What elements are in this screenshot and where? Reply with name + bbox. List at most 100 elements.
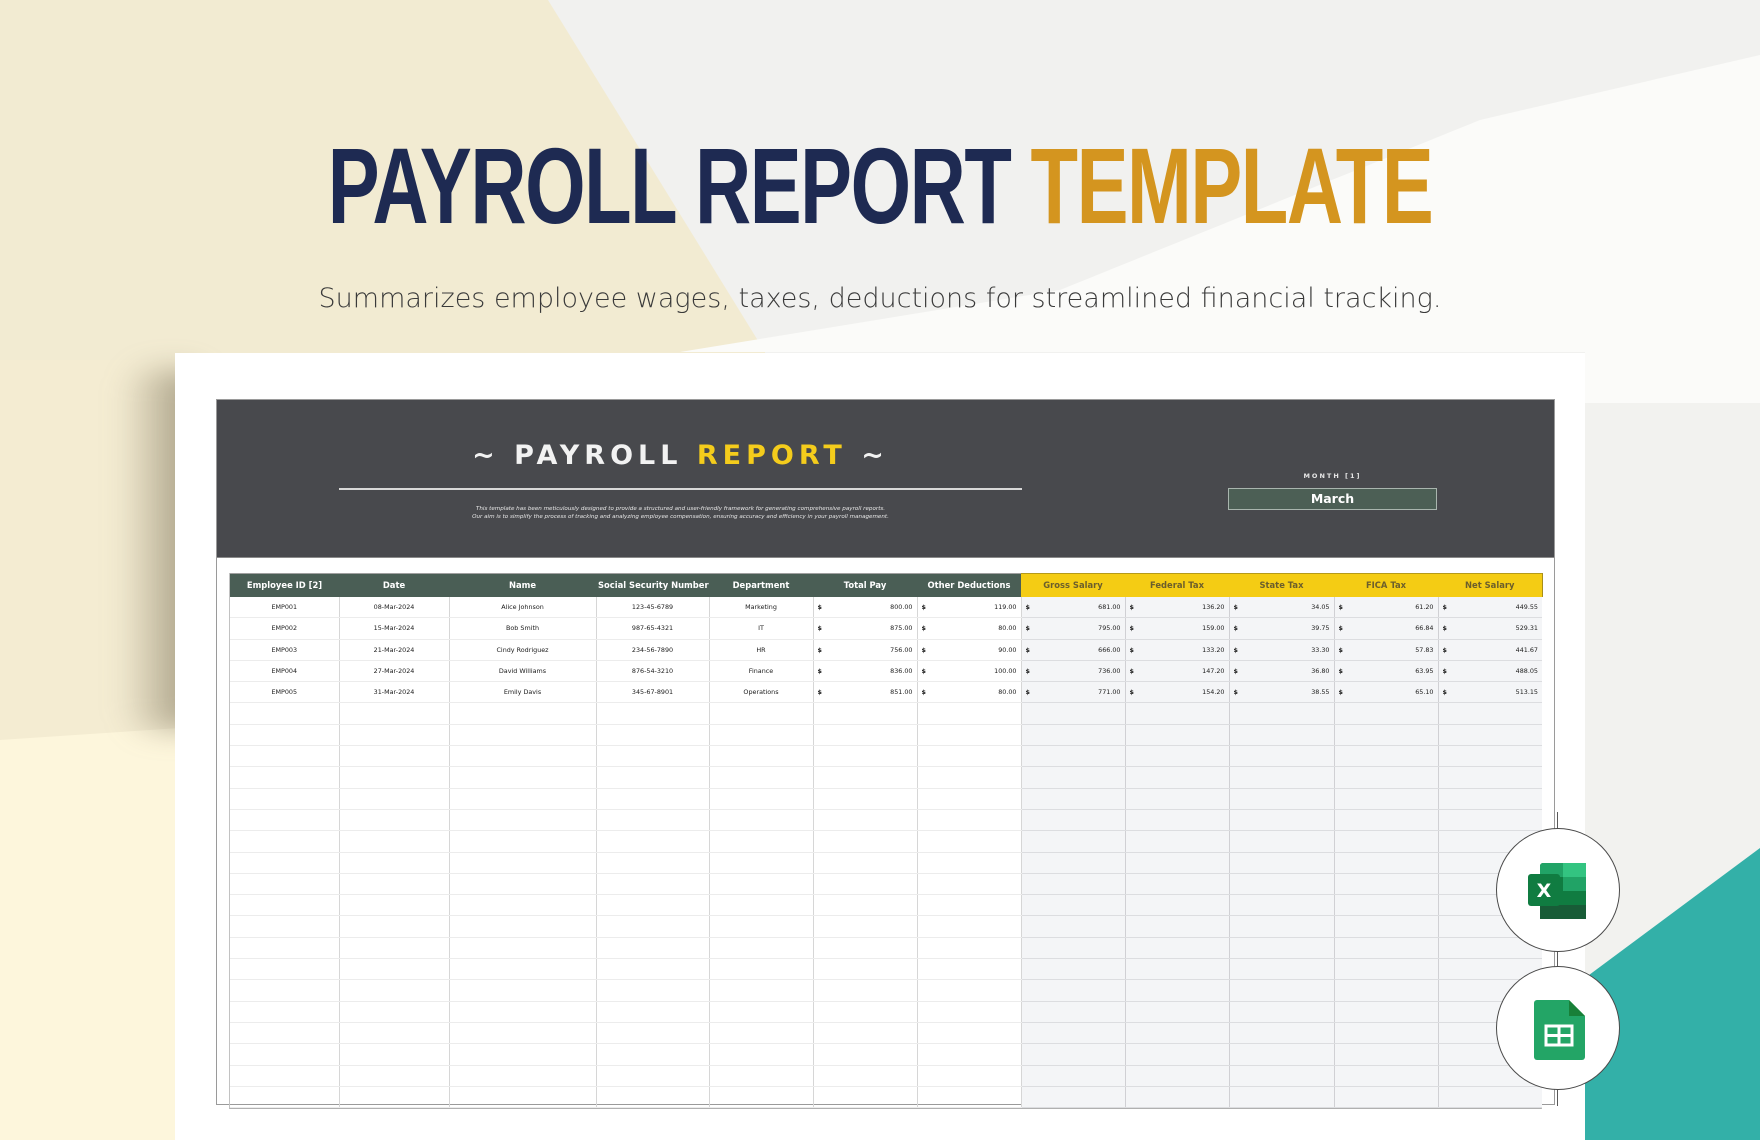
gross-salary-cell[interactable] [1021,1022,1126,1045]
fica-tax-cell[interactable] [1334,1086,1439,1109]
total-pay-cell[interactable] [813,915,918,938]
other-deductions-cell[interactable] [917,745,1022,768]
net-salary-cell[interactable] [1438,937,1542,960]
net-salary-cell[interactable]: $449.55 [1438,596,1542,619]
federal-tax-cell[interactable] [1125,809,1230,832]
state-tax-cell[interactable] [1229,979,1335,1002]
federal-tax-cell[interactable] [1125,788,1230,810]
column-header-fica-tax[interactable]: FICA Tax [1334,573,1438,597]
total-pay-cell[interactable]: $836.00 [813,660,918,683]
employee-id-cell[interactable]: EMP001 [230,596,340,619]
other-deductions-cell[interactable] [917,937,1022,960]
total-pay-cell[interactable] [813,1022,918,1045]
fica-tax-cell[interactable] [1334,1022,1439,1045]
other-deductions-cell[interactable] [917,1086,1022,1109]
excel-app-button[interactable]: X [1496,828,1620,952]
gross-salary-cell[interactable] [1021,873,1126,896]
name-cell[interactable] [449,830,597,853]
net-salary-cell[interactable] [1438,1086,1542,1109]
state-tax-cell[interactable]: $38.55 [1229,681,1335,704]
state-tax-cell[interactable] [1229,1086,1335,1109]
date-cell[interactable] [339,809,450,832]
ssn-cell[interactable] [596,937,710,960]
gross-salary-cell[interactable] [1021,1086,1126,1109]
name-cell[interactable] [449,873,597,896]
name-cell[interactable] [449,979,597,1002]
other-deductions-cell[interactable] [917,702,1022,725]
federal-tax-cell[interactable] [1125,958,1230,981]
date-cell[interactable] [339,766,450,789]
ssn-cell[interactable] [596,1086,710,1109]
fica-tax-cell[interactable]: $61.20 [1334,596,1439,619]
state-tax-cell[interactable]: $34.05 [1229,596,1335,619]
department-cell[interactable] [709,745,814,768]
name-cell[interactable]: Emily Davis [449,681,597,704]
gross-salary-cell[interactable] [1021,894,1126,917]
employee-id-cell[interactable] [230,788,340,810]
ssn-cell[interactable] [596,894,710,917]
state-tax-cell[interactable] [1229,915,1335,938]
gross-salary-cell[interactable] [1021,724,1126,747]
other-deductions-cell[interactable] [917,915,1022,938]
department-cell[interactable] [709,1001,814,1023]
gross-salary-cell[interactable] [1021,766,1126,789]
other-deductions-cell[interactable] [917,1001,1022,1023]
federal-tax-cell[interactable]: $159.00 [1125,617,1230,640]
department-cell[interactable]: HR [709,639,814,661]
total-pay-cell[interactable] [813,894,918,917]
total-pay-cell[interactable] [813,788,918,810]
ssn-cell[interactable]: 234-56-7890 [596,639,710,661]
gross-salary-cell[interactable] [1021,830,1126,853]
federal-tax-cell[interactable] [1125,1043,1230,1066]
employee-id-cell[interactable] [230,830,340,853]
state-tax-cell[interactable] [1229,809,1335,832]
other-deductions-cell[interactable] [917,1065,1022,1087]
department-cell[interactable] [709,766,814,789]
ssn-cell[interactable] [596,1043,710,1066]
gross-salary-cell[interactable]: $736.00 [1021,660,1126,683]
fica-tax-cell[interactable] [1334,979,1439,1002]
fica-tax-cell[interactable] [1334,852,1439,874]
employee-id-cell[interactable]: EMP004 [230,660,340,683]
net-salary-cell[interactable]: $529.31 [1438,617,1542,640]
name-cell[interactable] [449,915,597,938]
gross-salary-cell[interactable] [1021,915,1126,938]
name-cell[interactable] [449,766,597,789]
ssn-cell[interactable] [596,958,710,981]
column-header-department[interactable]: Department [709,573,813,597]
ssn-cell[interactable] [596,788,710,810]
date-cell[interactable] [339,894,450,917]
net-salary-cell[interactable] [1438,745,1542,768]
fica-tax-cell[interactable] [1334,894,1439,917]
date-cell[interactable] [339,937,450,960]
other-deductions-cell[interactable]: $80.00 [917,617,1022,640]
employee-id-cell[interactable]: EMP002 [230,617,340,640]
state-tax-cell[interactable]: $33.30 [1229,639,1335,661]
date-cell[interactable]: 31-Mar-2024 [339,681,450,704]
gross-salary-cell[interactable] [1021,937,1126,960]
name-cell[interactable]: Cindy Rodriguez [449,639,597,661]
employee-id-cell[interactable] [230,766,340,789]
total-pay-cell[interactable] [813,809,918,832]
other-deductions-cell[interactable] [917,958,1022,981]
gross-salary-cell[interactable] [1021,745,1126,768]
date-cell[interactable] [339,830,450,853]
department-cell[interactable] [709,1086,814,1109]
department-cell[interactable] [709,979,814,1002]
name-cell[interactable] [449,1065,597,1087]
total-pay-cell[interactable] [813,979,918,1002]
gross-salary-cell[interactable] [1021,958,1126,981]
employee-id-cell[interactable] [230,1065,340,1087]
ssn-cell[interactable]: 876-54-3210 [596,660,710,683]
column-header-other-deductions[interactable]: Other Deductions [917,573,1021,597]
employee-id-cell[interactable] [230,1001,340,1023]
federal-tax-cell[interactable]: $133.20 [1125,639,1230,661]
net-salary-cell[interactable] [1438,702,1542,725]
employee-id-cell[interactable]: EMP005 [230,681,340,704]
employee-id-cell[interactable] [230,809,340,832]
fica-tax-cell[interactable]: $63.95 [1334,660,1439,683]
federal-tax-cell[interactable] [1125,852,1230,874]
federal-tax-cell[interactable] [1125,937,1230,960]
net-salary-cell[interactable] [1438,809,1542,832]
department-cell[interactable] [709,852,814,874]
